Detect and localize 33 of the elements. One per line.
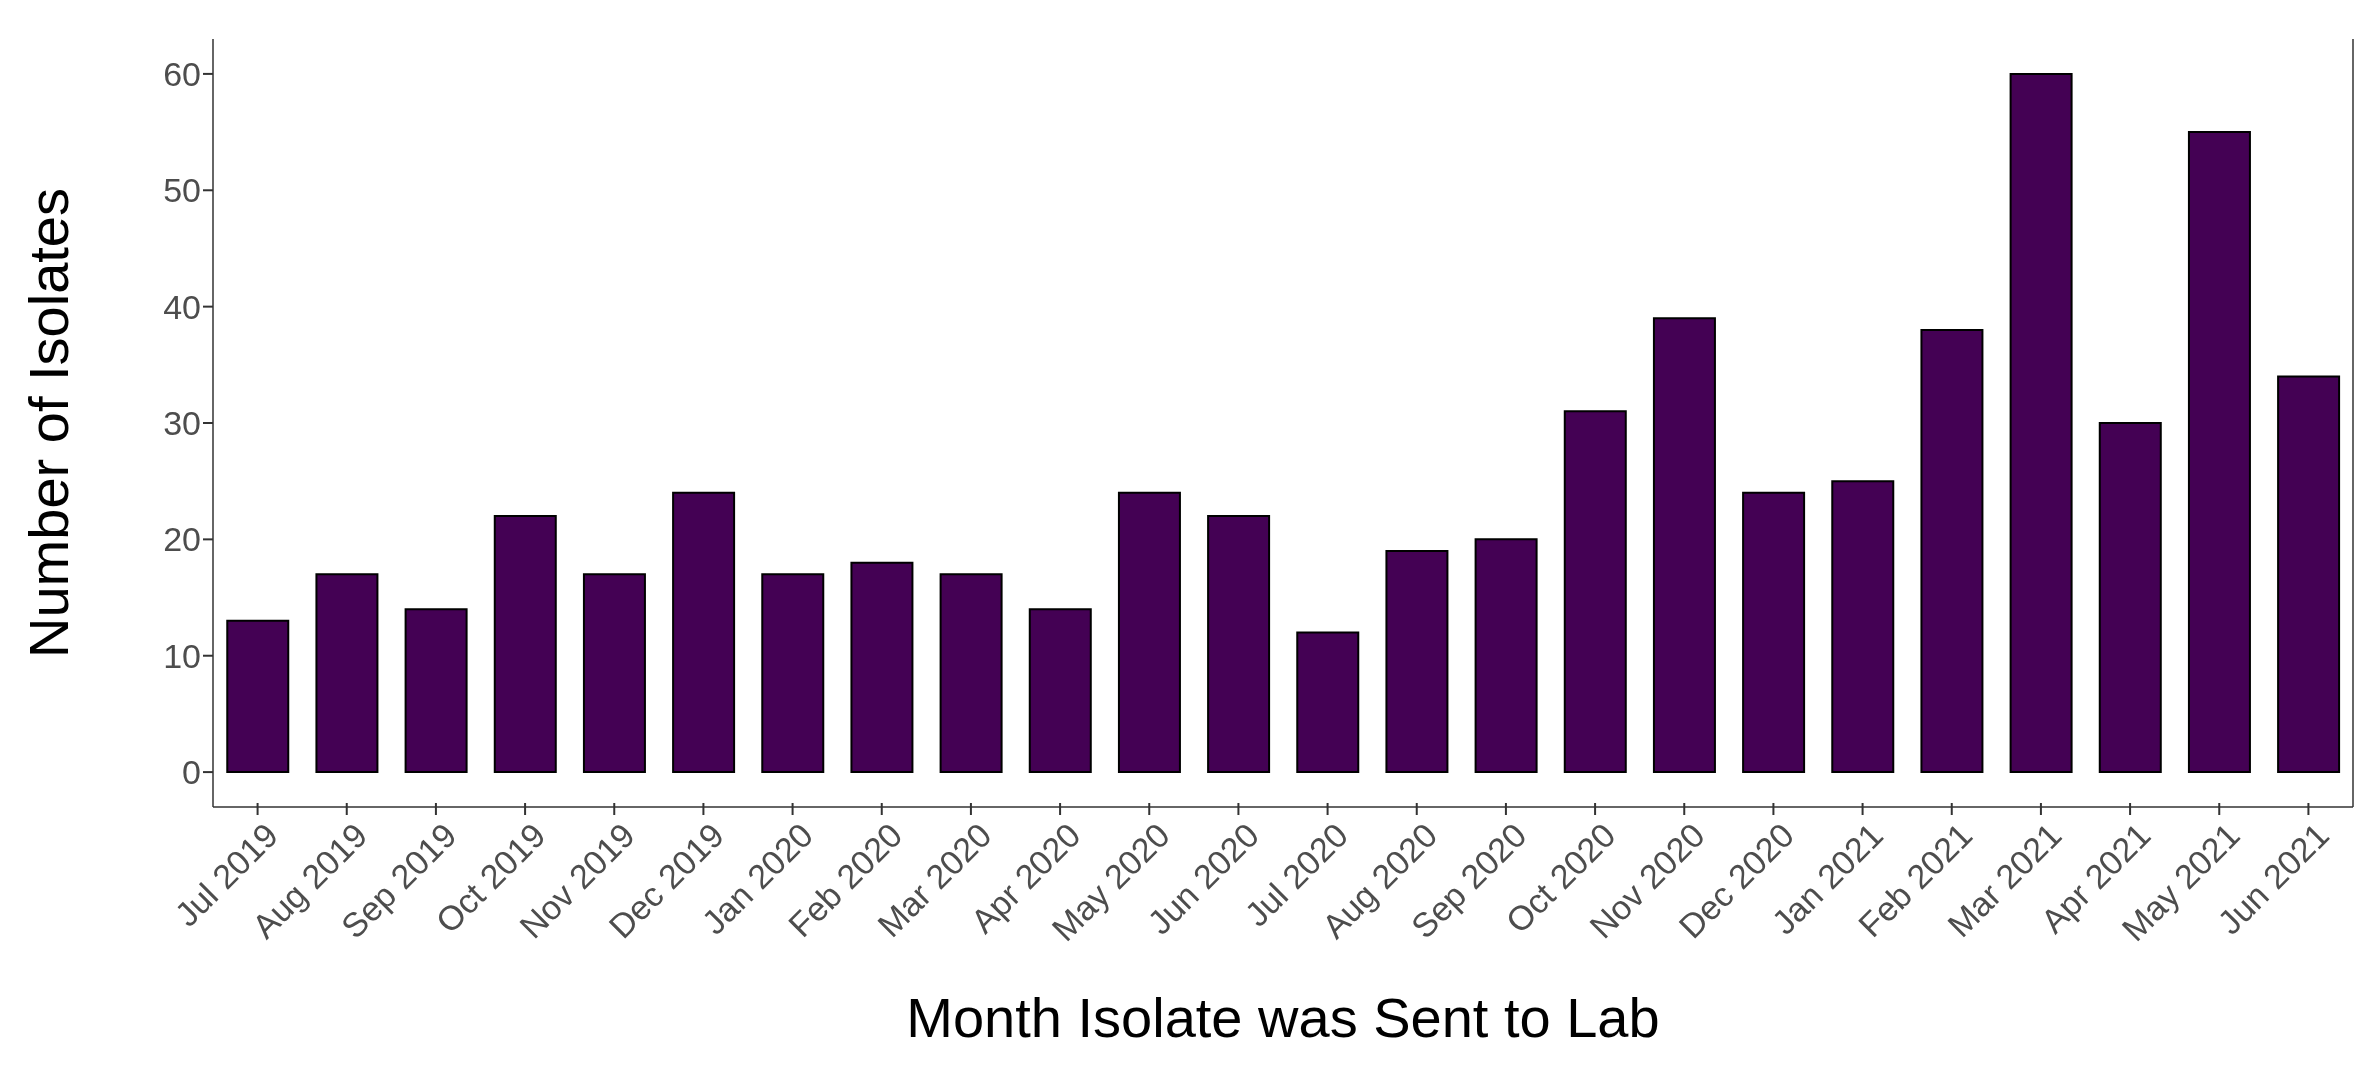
bar: [1207, 515, 1271, 774]
bar: [1920, 328, 1984, 774]
bar: [2098, 422, 2162, 774]
bar: [226, 619, 290, 774]
y-tick-label: 10: [163, 636, 201, 675]
y-tick-label: 60: [163, 54, 201, 93]
bar: [761, 573, 825, 774]
bar: [1742, 491, 1806, 774]
y-tick-label: 40: [163, 287, 201, 326]
bar: [939, 573, 1003, 774]
bar: [1117, 491, 1181, 774]
bar: [672, 491, 736, 774]
bar: [2187, 131, 2251, 774]
bar: [1563, 410, 1627, 774]
bar: [315, 573, 379, 774]
bar: [1296, 631, 1360, 774]
y-tick-label: 50: [163, 171, 201, 210]
bar: [1652, 317, 1716, 774]
x-axis-title: Month Isolate was Sent to Lab: [906, 986, 1660, 1049]
bar: [1474, 538, 1538, 774]
bar: [850, 561, 914, 774]
y-axis-title: Number of Isolates: [16, 188, 80, 658]
bar: [493, 515, 557, 774]
bar: [1028, 608, 1092, 774]
bar: [2009, 72, 2073, 774]
bar: [1385, 550, 1449, 774]
bar: [404, 608, 468, 774]
y-tick-label: 0: [182, 753, 201, 792]
y-tick-label: 30: [163, 404, 201, 443]
y-tick-label: 20: [163, 520, 201, 559]
bar: [582, 573, 646, 774]
bar: [2277, 375, 2341, 774]
bar: [1831, 480, 1895, 774]
